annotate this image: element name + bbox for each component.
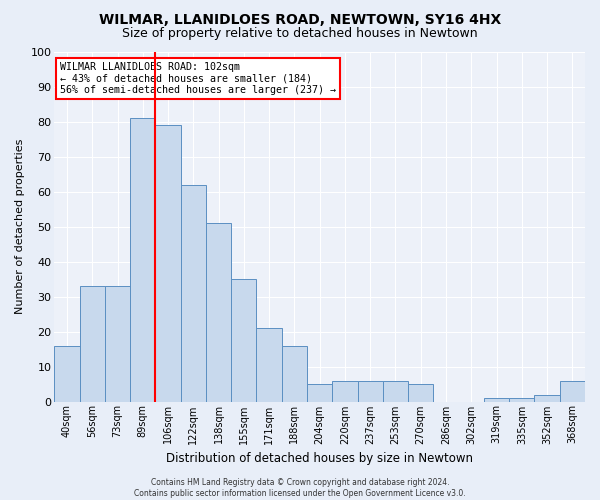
Bar [332, 380, 358, 402]
Text: WILMAR LLANIDLOES ROAD: 102sqm
← 43% of detached houses are smaller (184)
56% of: WILMAR LLANIDLOES ROAD: 102sqm ← 43% of … [59, 62, 335, 95]
Text: WILMAR, LLANIDLOES ROAD, NEWTOWN, SY16 4HX: WILMAR, LLANIDLOES ROAD, NEWTOWN, SY16 4… [99, 12, 501, 26]
Bar [535, 394, 560, 402]
Bar [231, 279, 256, 402]
Bar [206, 223, 231, 402]
Text: Size of property relative to detached houses in Newtown: Size of property relative to detached ho… [122, 28, 478, 40]
Bar [80, 286, 105, 402]
Bar [155, 125, 181, 402]
Bar [130, 118, 155, 402]
Bar [383, 380, 408, 402]
Bar [105, 286, 130, 402]
Bar [282, 346, 307, 402]
X-axis label: Distribution of detached houses by size in Newtown: Distribution of detached houses by size … [166, 452, 473, 465]
Text: Contains HM Land Registry data © Crown copyright and database right 2024.
Contai: Contains HM Land Registry data © Crown c… [134, 478, 466, 498]
Bar [484, 398, 509, 402]
Bar [307, 384, 332, 402]
Bar [408, 384, 433, 402]
Bar [181, 184, 206, 402]
Bar [256, 328, 282, 402]
Bar [560, 380, 585, 402]
Y-axis label: Number of detached properties: Number of detached properties [15, 139, 25, 314]
Bar [55, 346, 80, 402]
Bar [358, 380, 383, 402]
Bar [509, 398, 535, 402]
